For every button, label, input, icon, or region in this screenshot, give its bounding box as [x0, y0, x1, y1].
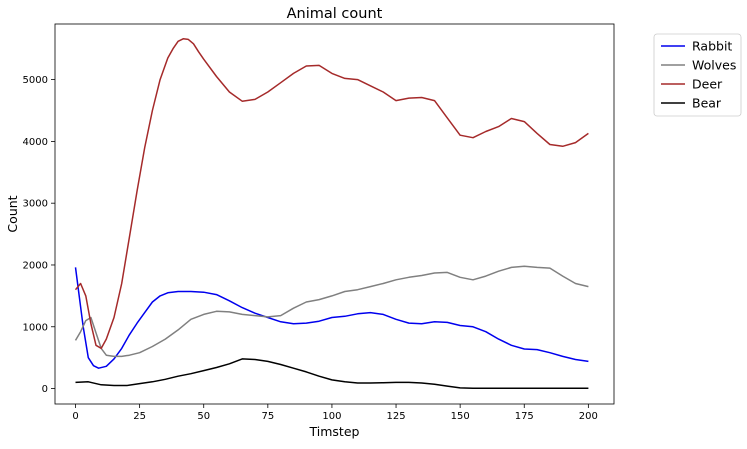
series-line-rabbit [74, 267, 589, 369]
x-tick-label: 175 [515, 411, 534, 422]
x-axis-label: Timstep [309, 424, 360, 439]
y-tick-label: 3000 [23, 199, 48, 210]
series-line-wolves [74, 265, 589, 358]
x-axis: 0 25 50 75 100 125 150 175 200 [72, 404, 598, 422]
legend-box [653, 33, 742, 117]
series-layer [74, 38, 589, 389]
y-tick-label: 1000 [23, 322, 48, 333]
y-tick-label: 2000 [23, 260, 48, 271]
chart-title: Animal count [287, 6, 383, 22]
x-tick-label: 50 [197, 411, 210, 422]
x-tick-label: 0 [72, 411, 78, 422]
legend-label-deer: Deer [692, 77, 723, 92]
x-tick-label: 100 [322, 411, 341, 422]
plot-area [55, 24, 614, 404]
legend-label-wolves: Wolves [692, 58, 736, 73]
y-tick-label: 5000 [23, 75, 48, 86]
y-tick-label: 4000 [23, 137, 48, 148]
series-line-deer [74, 38, 589, 350]
legend-label-bear: Bear [692, 96, 722, 111]
y-tick-label: 0 [42, 384, 48, 395]
series-line-bear [75, 358, 589, 389]
legend: Rabbit Wolves Deer Bear [653, 33, 742, 117]
x-tick-label: 150 [451, 411, 470, 422]
x-tick-label: 75 [261, 411, 274, 422]
x-tick-label: 25 [133, 411, 146, 422]
y-axis: 0 1000 2000 3000 4000 5000 [23, 75, 55, 395]
y-axis-label: Count [5, 195, 20, 232]
legend-label-rabbit: Rabbit [692, 39, 732, 54]
plot-frame [54, 23, 615, 405]
x-tick-label: 200 [579, 411, 598, 422]
x-tick-label: 125 [386, 411, 405, 422]
